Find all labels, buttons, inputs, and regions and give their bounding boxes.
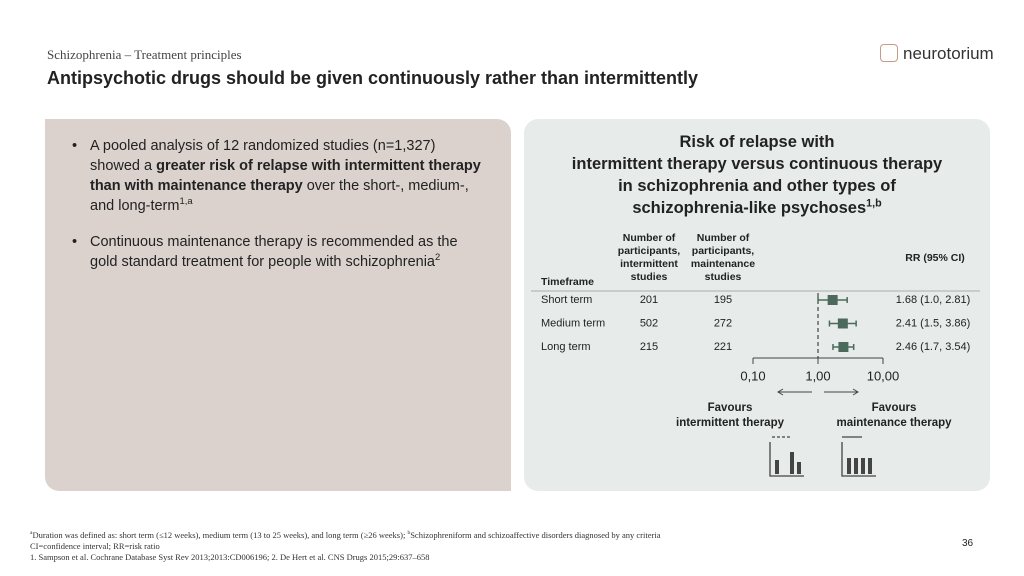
text-run: Duration was defined as: short term (≤12… (32, 530, 408, 540)
favours-label: Favours (872, 402, 917, 414)
text-run: over the short-, medium-, and long-term (90, 178, 469, 214)
title-text: in schizophrenia and other types of (618, 177, 896, 195)
text-run: Continuous maintenance therapy is recomm… (90, 234, 458, 270)
text-run: Schizophreniform and schizoaffective dis… (410, 530, 661, 540)
text-run: greater risk of relapse with intermitten… (90, 158, 481, 194)
cell: Long term (541, 341, 591, 353)
bullet: Continuous maintenance therapy is recomm… (72, 232, 482, 272)
cell: 502 (640, 317, 658, 329)
bullet-list: A pooled analysis of 12 randomized studi… (72, 136, 482, 288)
column-header: Timeframe (541, 276, 594, 288)
arrow (777, 388, 812, 396)
cell: 1.68 (1.0, 2.81) (896, 294, 971, 306)
slide-title: Antipsychotic drugs should be given cont… (47, 68, 699, 88)
column-header: Number of participants, intermittent stu… (617, 232, 681, 283)
chart-title: Risk of relapse with intermittent therapy… (524, 131, 990, 219)
icons (769, 436, 876, 477)
text-run: b (407, 530, 411, 537)
title-text: Risk of relapse with (679, 133, 835, 151)
x-tick-label: 0,10 (740, 368, 765, 383)
cell: 2.46 (1.7, 3.54) (896, 341, 971, 353)
footnote: aDuration was defined as: short term (≤1… (30, 530, 660, 541)
section-label: Schizophrenia – Treatment principles (47, 47, 242, 62)
title-sup: 1,b (866, 197, 882, 210)
cell: 221 (714, 341, 732, 353)
title-line: in schizophrenia and other types of (524, 175, 990, 197)
cell: 272 (714, 317, 732, 329)
column-header: Number of participants, maintenance stud… (690, 232, 756, 283)
text-run: CI=confidence interval; RR=risk ratio (30, 541, 160, 551)
cell: Medium term (541, 317, 605, 329)
favours-label: maintenance therapy (836, 417, 952, 429)
title-line: Risk of relapse with (524, 131, 990, 153)
title-text: schizophrenia-like psychoses (632, 199, 867, 217)
point-estimate (837, 318, 848, 329)
title-line: intermittent therapy versus continuous t… (524, 153, 990, 175)
text-run: 1,a (179, 195, 193, 207)
title-text: intermittent therapy versus continuous t… (571, 155, 943, 173)
x-tick-label: 1,00 (805, 368, 830, 383)
x-tick-label: 10,00 (867, 368, 900, 383)
favours-label: Favours (708, 402, 753, 414)
icon-axis (841, 442, 876, 477)
cell: 195 (714, 294, 732, 306)
page-number: 36 (962, 538, 974, 549)
chart-panel (524, 119, 990, 491)
cell: 215 (640, 341, 658, 353)
footnotes: aDuration was defined as: short term (≤1… (30, 530, 660, 563)
footnote: CI=confidence interval; RR=risk ratio (30, 541, 660, 552)
cell: Short term (541, 294, 592, 306)
column-header: RR (95% CI) (905, 252, 965, 264)
favours-label: intermittent therapy (676, 417, 785, 429)
text-run: a (30, 530, 33, 537)
icon-bars (775, 452, 872, 474)
text-run: 1. Sampson et al. Cochrane Database Syst… (30, 552, 430, 562)
arrow (824, 388, 859, 396)
logo-icon (880, 44, 898, 62)
bullet: A pooled analysis of 12 randomized studi… (72, 136, 482, 216)
footnote: 1. Sampson et al. Cochrane Database Syst… (30, 552, 660, 563)
logo-text: neurotorium (903, 44, 994, 63)
title-line: schizophrenia-like psychoses1,b (524, 197, 990, 219)
cell: 201 (640, 294, 658, 306)
point-estimate (827, 295, 838, 305)
icon-axis (769, 442, 804, 477)
logo: neurotorium (880, 44, 994, 64)
text-run: A pooled analysis of 12 randomized studi… (90, 138, 436, 174)
point-estimate (838, 342, 849, 352)
text-run: 2 (434, 251, 441, 263)
cell: 2.41 (1.5, 3.86) (896, 317, 971, 329)
